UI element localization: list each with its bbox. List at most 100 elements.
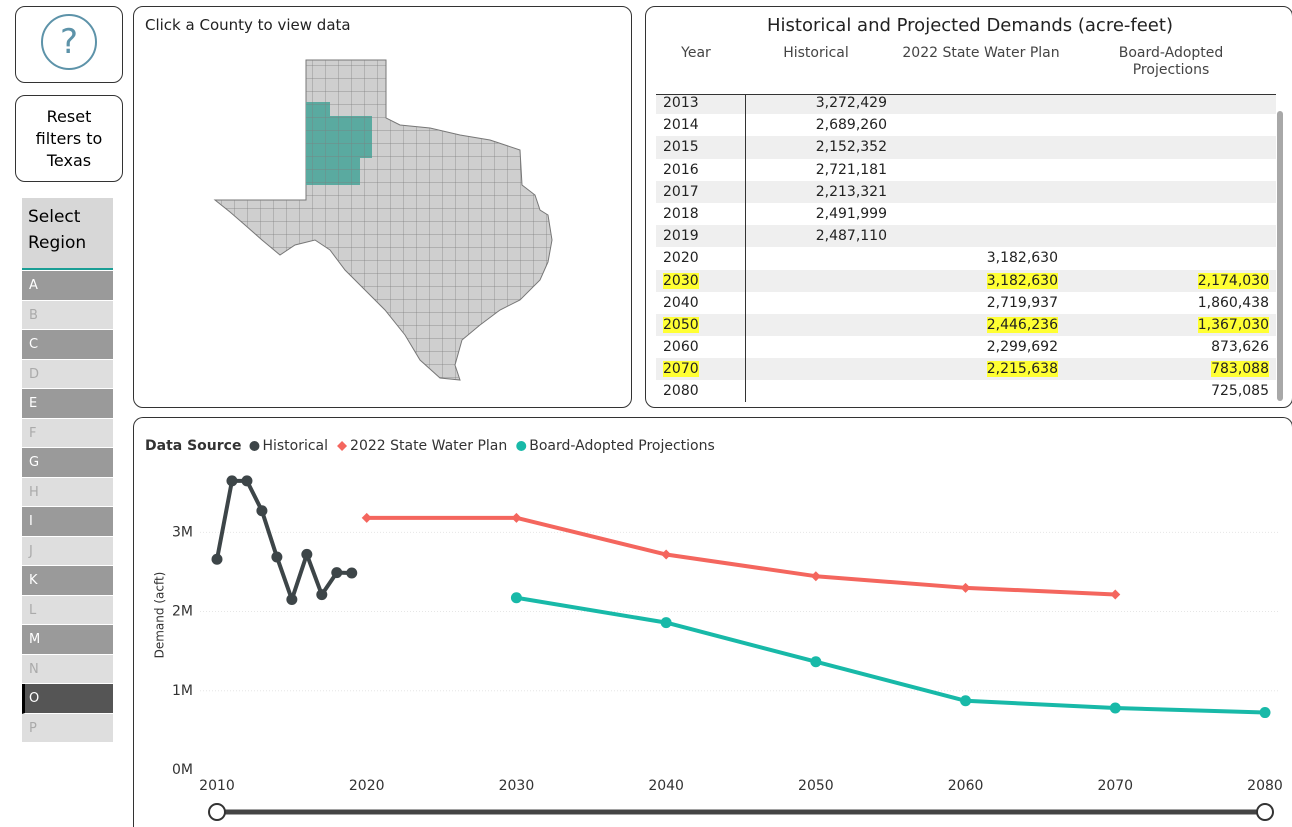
- table-title: Historical and Projected Demands (acre-f…: [767, 15, 1173, 36]
- cell-text: 2019: [663, 228, 699, 245]
- circle-marker: [510, 592, 522, 604]
- region-option[interactable]: H: [22, 477, 113, 507]
- table-cell: 2040: [663, 292, 699, 314]
- region-option[interactable]: E: [22, 389, 113, 419]
- cell-text: 2,689,260: [815, 117, 887, 134]
- legend-label[interactable]: Board-Adopted Projections: [529, 438, 715, 454]
- x-tick-label: 2010: [199, 778, 235, 794]
- series-line: [215, 478, 352, 602]
- region-option[interactable]: I: [22, 507, 113, 537]
- column-header: Board-Adopted Projections: [1118, 45, 1224, 78]
- region-option[interactable]: G: [22, 448, 113, 478]
- cell-text: 725,085: [1211, 383, 1269, 400]
- table-row: 2050 2,446,236 1,367,030: [656, 313, 1276, 337]
- legend-label[interactable]: Historical: [262, 438, 328, 454]
- circle-marker: [286, 593, 298, 605]
- region-option[interactable]: N: [22, 654, 113, 684]
- table-cell: 2014: [663, 114, 699, 136]
- series-line: [516, 595, 1266, 715]
- circle-marker: [331, 567, 343, 579]
- table-cell: 783,088: [1211, 358, 1269, 380]
- region-option[interactable]: D: [22, 359, 113, 389]
- table-cell: 2018: [663, 203, 699, 225]
- circle-marker: [271, 551, 283, 563]
- cell-text: 2,719,937: [986, 294, 1058, 311]
- cell-text: 2,721,181: [815, 161, 887, 178]
- table-cell: 2050: [663, 314, 699, 336]
- x-tick-label: 2030: [499, 778, 535, 794]
- table-cell: 2019: [663, 225, 699, 247]
- cell-text: 3,182,630: [986, 272, 1058, 289]
- region-option[interactable]: B: [22, 300, 113, 330]
- table-row: 2013 3,272,429: [656, 95, 1276, 115]
- diamond-marker: [1110, 589, 1121, 600]
- help-icon: ?: [41, 14, 97, 70]
- region-option[interactable]: P: [22, 713, 113, 743]
- table-row: 2016 2,721,181: [656, 159, 1276, 181]
- table-cell: 2,152,352: [816, 136, 887, 158]
- cell-text: 2070: [663, 361, 699, 378]
- y-tick-label: 0M: [172, 762, 193, 778]
- help-button[interactable]: ?: [15, 6, 123, 83]
- table-row: 2014 2,689,260: [656, 114, 1276, 136]
- cell-text: 2,215,638: [986, 361, 1058, 378]
- table-row: 2017 2,213,321: [656, 180, 1276, 203]
- diamond-marker: [361, 512, 372, 523]
- table-row: 2060 2,299,692 873,626: [656, 336, 1276, 358]
- cell-text: 2,152,352: [815, 139, 887, 156]
- table-cell: 3,182,630: [986, 270, 1058, 292]
- cell-text: 873,626: [1211, 339, 1269, 356]
- legend-marker: [249, 441, 260, 451]
- x-tick-label: 2050: [798, 778, 834, 794]
- circle-marker: [226, 475, 238, 487]
- y-tick-label: 3M: [172, 524, 193, 540]
- range-slider[interactable]: [208, 803, 1274, 821]
- cell-text: 2,299,692: [986, 339, 1058, 356]
- table-cell: 2013: [663, 95, 699, 114]
- column-header: 2022 State Water Plan: [902, 45, 1060, 61]
- table-cell: 3,272,429: [815, 95, 887, 114]
- table-cell: 2016: [663, 159, 699, 181]
- table-row: 2040 2,719,937 1,860,438: [656, 292, 1276, 314]
- region-option[interactable]: O: [22, 684, 113, 714]
- scrollbar[interactable]: [1277, 111, 1283, 401]
- region-option[interactable]: A: [22, 271, 113, 301]
- region-option[interactable]: L: [22, 595, 113, 625]
- table-cell: 2,215,638: [986, 358, 1058, 380]
- region-option[interactable]: J: [22, 536, 113, 566]
- cell-text: 2018: [663, 205, 699, 222]
- circle-marker: [211, 553, 223, 565]
- table-cell: 2,487,110: [816, 225, 887, 247]
- region-option[interactable]: F: [22, 418, 113, 448]
- table-cell: 1,367,030: [1197, 314, 1269, 336]
- cell-text: 2060: [663, 339, 699, 356]
- map-instruction: Click a County to view data: [145, 16, 351, 34]
- region-option[interactable]: K: [22, 566, 113, 596]
- circle-marker: [1259, 707, 1271, 719]
- table-cell: 2,213,321: [816, 181, 887, 203]
- table-cell: 2,446,236: [986, 314, 1058, 336]
- legend-label[interactable]: 2022 State Water Plan: [350, 438, 507, 454]
- column-header: Year: [681, 45, 711, 61]
- cell-text: 2080: [663, 383, 699, 400]
- table-cell: 2017: [663, 181, 699, 203]
- cell-text: 3,182,630: [986, 250, 1058, 267]
- cell-text: 2040: [663, 294, 699, 311]
- reset-button[interactable]: Reset filters to Texas: [15, 95, 123, 182]
- region-option[interactable]: C: [22, 330, 113, 360]
- circle-marker: [1109, 702, 1121, 714]
- table-cell: 2060: [663, 336, 699, 358]
- table-cell: 725,085: [1211, 380, 1269, 402]
- circle-marker: [301, 548, 313, 560]
- cell-text: 3,272,429: [815, 95, 887, 111]
- texas-map[interactable]: [200, 50, 570, 390]
- cell-text: 2,491,999: [815, 205, 887, 222]
- table-row: 2015 2,152,352: [656, 136, 1276, 159]
- circle-marker: [960, 695, 972, 707]
- cell-text: 2,213,321: [815, 183, 887, 200]
- table-cell: 2,721,181: [816, 159, 887, 181]
- table-cell: 2015: [663, 136, 699, 158]
- region-option[interactable]: M: [22, 625, 113, 655]
